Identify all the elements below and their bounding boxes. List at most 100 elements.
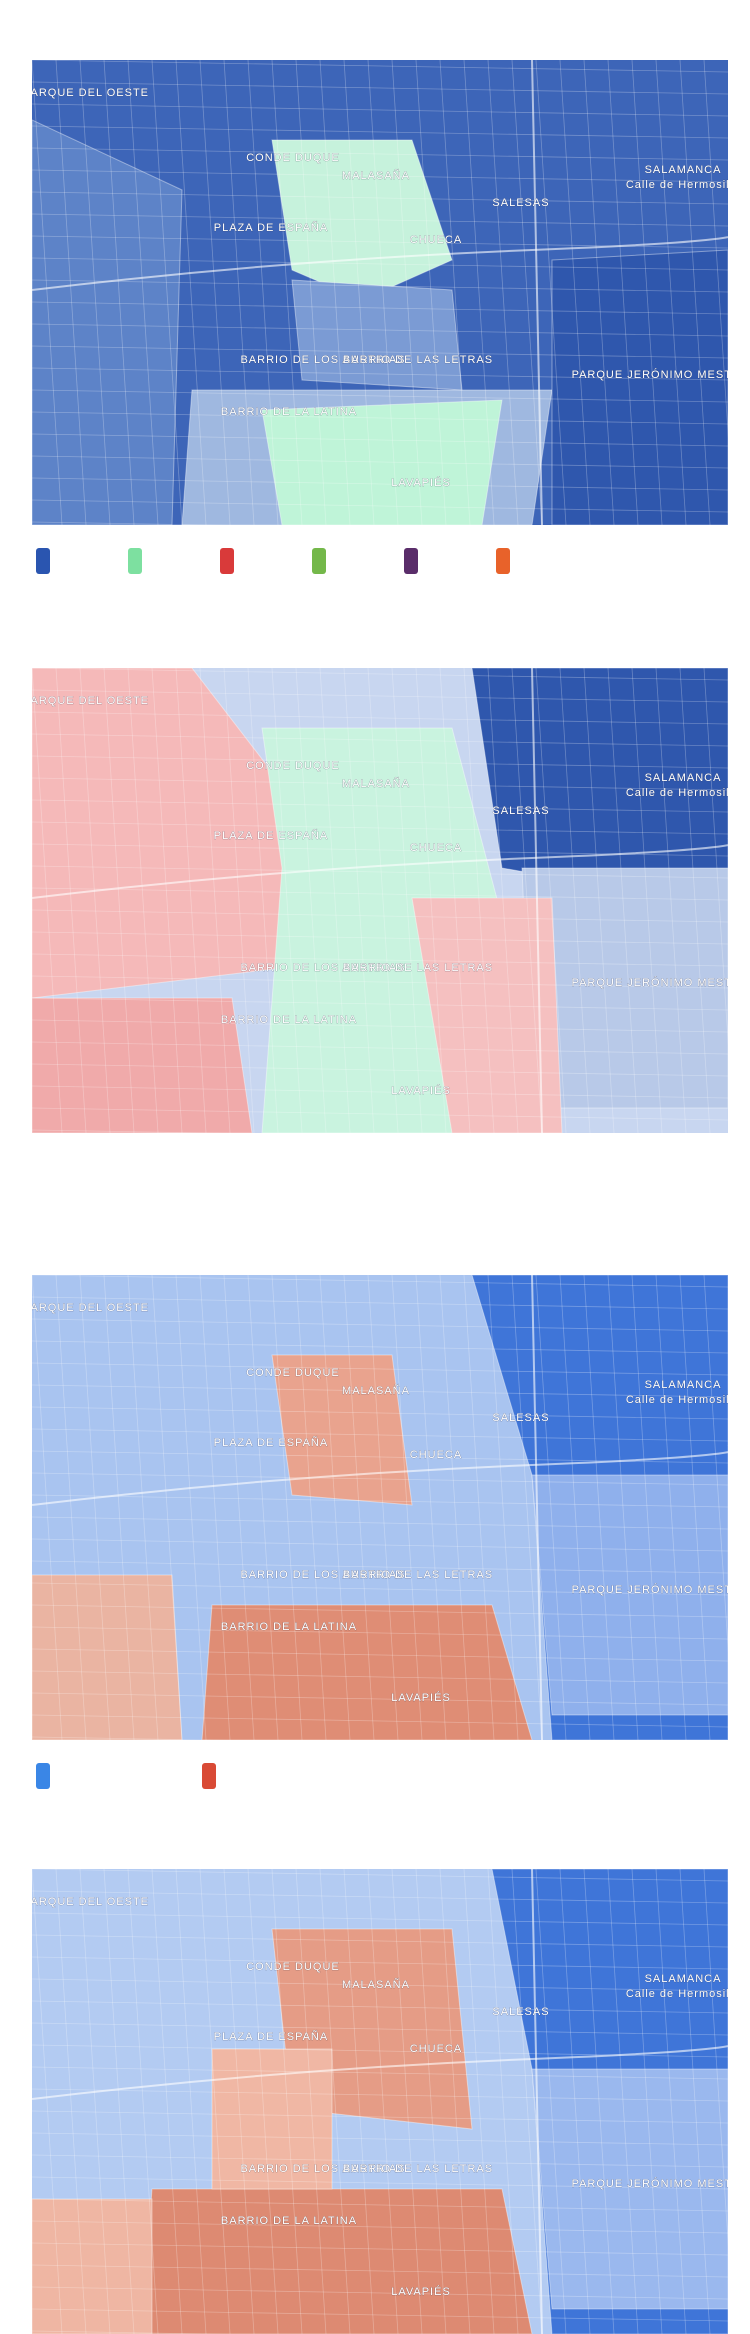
place-label: LAVAPIÉS [391, 2285, 451, 2298]
street [32, 668, 63, 1133]
street [103, 668, 135, 1133]
street [583, 1869, 615, 2334]
street [487, 1869, 519, 2334]
street [151, 1275, 183, 1740]
street [559, 1869, 591, 2334]
district [271, 139, 453, 301]
street [32, 1956, 728, 1970]
place-label: PARQUE DEL OESTE [32, 1302, 149, 1314]
street [32, 499, 728, 513]
street [319, 1869, 351, 2334]
street [439, 668, 471, 1133]
street [32, 2242, 728, 2256]
street [32, 279, 728, 293]
district [211, 2048, 333, 2190]
avenue [531, 1869, 543, 2334]
street [247, 60, 279, 525]
street [32, 2154, 728, 2168]
street [32, 521, 230, 525]
street [79, 1869, 111, 2334]
street [199, 60, 231, 525]
avenue [531, 668, 543, 1133]
street [32, 2066, 728, 2080]
street [223, 1275, 255, 1740]
street [32, 257, 728, 271]
street [127, 60, 159, 525]
street [32, 821, 728, 835]
street [32, 1648, 728, 1662]
place-label: LAVAPIÉS [391, 1084, 451, 1097]
district [551, 249, 728, 525]
street [463, 1869, 495, 2334]
street [655, 1869, 687, 2334]
street [127, 1869, 159, 2334]
district [411, 897, 563, 1133]
place-label: PARQUE DEL OESTE [32, 695, 149, 707]
street [175, 668, 207, 1133]
street [607, 1869, 639, 2334]
place-label: BARRIO DE LA LATINA [221, 1014, 357, 1026]
street [32, 668, 728, 681]
street [463, 668, 495, 1133]
street [79, 60, 111, 525]
street [32, 2000, 728, 2014]
street [32, 1384, 728, 1398]
street [487, 1275, 519, 1740]
street [535, 1275, 567, 1740]
street [319, 668, 351, 1133]
street [32, 1318, 728, 1332]
street [32, 1869, 728, 1882]
street [32, 1560, 728, 1574]
street [679, 1275, 711, 1740]
place-label: MALASAÑA [342, 1384, 410, 1397]
street [32, 60, 63, 525]
place-label: CONDE DUQUE [246, 1367, 340, 1379]
street [32, 345, 728, 359]
street [511, 1869, 543, 2334]
street [32, 1912, 728, 1926]
street [55, 60, 87, 525]
legend-swatch [496, 548, 510, 574]
street [32, 1494, 728, 1508]
street [703, 1275, 728, 1654]
place-label: Calle de Hermosilla [626, 787, 728, 799]
street [32, 2264, 728, 2278]
street [32, 1041, 728, 1055]
legend [36, 1763, 636, 1791]
street [32, 1516, 728, 1530]
street [343, 1869, 375, 2334]
street [199, 668, 231, 1133]
place-label: MALASAÑA [342, 169, 410, 182]
street [32, 1692, 728, 1706]
street [32, 1063, 728, 1077]
street [32, 1275, 63, 1740]
place-label: LAVAPIÉS [391, 476, 451, 489]
place-label: BARRIO DE LA LATINA [221, 1621, 357, 1633]
place-label: PARQUE JERÓNIMO MESTRO [572, 368, 728, 381]
place-label: PLAZA DE ESPAÑA [214, 1436, 328, 1449]
street [32, 777, 728, 791]
district [32, 119, 183, 525]
street [559, 668, 591, 1133]
street [32, 389, 728, 403]
street [32, 2330, 230, 2334]
street [32, 1582, 728, 1596]
street [175, 1275, 207, 1740]
place-label: BARRIO DE LOS AUSTRIAS [240, 962, 405, 974]
district [32, 1574, 183, 1740]
legend-swatch [220, 548, 234, 574]
street [391, 1275, 423, 1740]
place-label: PARQUE JERÓNIMO MESTRO [572, 1583, 728, 1596]
street [32, 1604, 728, 1618]
legend-swatch [312, 548, 326, 574]
street [127, 1275, 159, 1740]
street [32, 2088, 728, 2102]
street [32, 755, 728, 769]
place-label: SALESAS [492, 197, 549, 209]
street [391, 1869, 423, 2334]
place-label: CONDE DUQUE [246, 760, 340, 772]
street [343, 668, 375, 1133]
street [295, 1275, 327, 1740]
